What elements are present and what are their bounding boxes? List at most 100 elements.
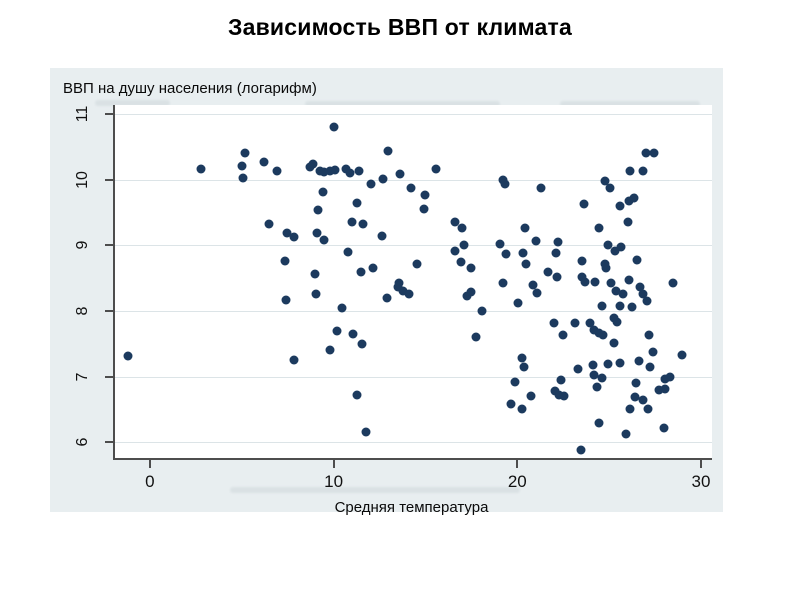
- data-point: [272, 166, 282, 176]
- data-point: [600, 176, 610, 186]
- data-point: [665, 372, 675, 382]
- data-point: [612, 317, 622, 327]
- data-point: [329, 122, 339, 132]
- data-point: [600, 259, 610, 269]
- data-point: [457, 223, 467, 233]
- data-point: [477, 306, 487, 316]
- data-point: [196, 164, 206, 174]
- data-point: [601, 263, 611, 273]
- data-point: [577, 272, 587, 282]
- data-point: [450, 246, 460, 256]
- data-point: [520, 223, 530, 233]
- data-point: [641, 148, 651, 158]
- data-point: [311, 289, 321, 299]
- data-point: [643, 404, 653, 414]
- y-gridline: [115, 442, 712, 444]
- x-tick-label: 10: [324, 472, 344, 491]
- y-tick-label: 7: [74, 372, 91, 382]
- y-axis-title: ВВП на душу населения (логарифм): [63, 80, 317, 97]
- data-point: [313, 205, 323, 215]
- x-tick: [699, 460, 702, 468]
- data-point: [500, 179, 510, 189]
- y-gridline: [115, 311, 712, 313]
- data-point: [404, 289, 414, 299]
- data-point: [356, 267, 366, 277]
- data-point: [553, 237, 563, 247]
- y-tick: [105, 113, 113, 116]
- data-point: [630, 392, 640, 402]
- data-point: [308, 159, 318, 169]
- data-point: [573, 364, 583, 374]
- data-point: [638, 395, 648, 405]
- data-point: [615, 358, 625, 368]
- data-point: [519, 362, 529, 372]
- data-point: [289, 355, 299, 365]
- data-point: [420, 190, 430, 200]
- data-point: [393, 282, 403, 292]
- data-point: [378, 174, 388, 184]
- data-point: [597, 373, 607, 383]
- y-tick: [105, 178, 113, 181]
- data-point: [357, 339, 367, 349]
- y-tick: [105, 310, 113, 313]
- data-point: [361, 427, 371, 437]
- data-point: [366, 179, 376, 189]
- data-point: [352, 390, 362, 400]
- data-point: [518, 248, 528, 258]
- data-point: [588, 360, 598, 370]
- data-point: [506, 399, 516, 409]
- data-point: [645, 362, 655, 372]
- y-gridline: [115, 376, 712, 378]
- data-point: [543, 267, 553, 277]
- data-point: [495, 239, 505, 249]
- data-point: [310, 269, 320, 279]
- data-point: [532, 288, 542, 298]
- data-point: [589, 370, 599, 380]
- data-point: [531, 236, 541, 246]
- data-point: [319, 167, 329, 177]
- data-point: [659, 423, 669, 433]
- data-point: [332, 326, 342, 336]
- data-point: [606, 278, 616, 288]
- data-point: [597, 301, 607, 311]
- data-point: [528, 280, 538, 290]
- y-tick-label: 10: [74, 170, 91, 189]
- data-point: [358, 219, 368, 229]
- data-point: [594, 418, 604, 428]
- data-point: [644, 330, 654, 340]
- data-point: [510, 377, 520, 387]
- data-point: [330, 165, 339, 175]
- data-point: [526, 391, 536, 401]
- data-point: [618, 289, 628, 299]
- x-tick-label: 20: [507, 472, 527, 491]
- y-tick-label: 8: [74, 306, 91, 316]
- data-point: [554, 390, 564, 400]
- data-point: [419, 204, 429, 214]
- data-point: [589, 325, 599, 335]
- data-point: [123, 351, 133, 361]
- data-point: [576, 445, 586, 455]
- data-point: [605, 183, 615, 193]
- x-tick-label: 30: [691, 472, 711, 491]
- data-point: [549, 318, 559, 328]
- chart-panel: ВВП на душу населения (логарифм) 6 7 8 9 10 1…: [50, 68, 723, 516]
- data-point: [625, 404, 635, 414]
- data-point: [237, 161, 247, 171]
- data-point: [611, 286, 621, 296]
- y-tick-label: 9: [74, 240, 91, 250]
- data-point: [352, 198, 362, 208]
- data-point: [382, 293, 392, 303]
- data-point: [632, 255, 642, 265]
- data-point: [638, 166, 648, 176]
- data-point: [552, 272, 562, 282]
- data-point: [634, 356, 644, 366]
- data-point: [354, 166, 364, 176]
- data-point: [592, 382, 602, 392]
- data-point: [282, 228, 292, 238]
- data-point: [629, 193, 639, 203]
- data-point: [590, 277, 600, 287]
- data-point: [551, 248, 561, 258]
- x-tick: [148, 460, 151, 468]
- data-point: [648, 347, 658, 357]
